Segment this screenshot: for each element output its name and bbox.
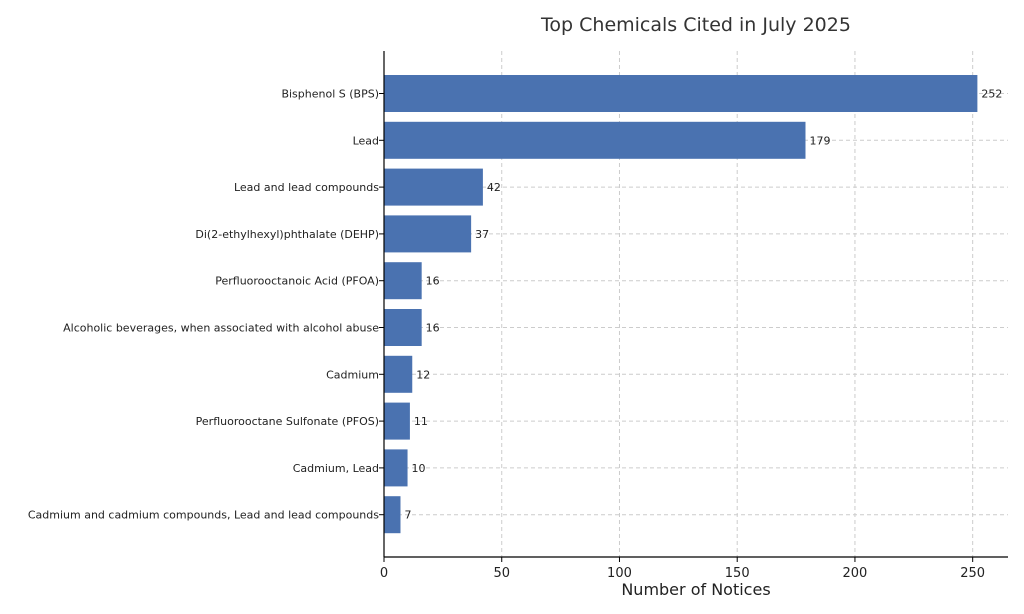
category-labels: Bisphenol S (BPS) Lead Lead and lead compo…: [28, 88, 379, 522]
x-tick-label: 150: [725, 566, 750, 581]
data-labels: 252 179 42 37 16 16 12 11 10 7: [404, 88, 1002, 522]
category-label: Perfluorooctane Sulfonate (PFOS): [196, 415, 379, 428]
category-label: Lead: [353, 134, 379, 147]
data-label: 179: [809, 134, 830, 147]
category-label: Lead and lead compounds: [234, 181, 379, 194]
data-label: 252: [981, 88, 1002, 101]
x-tick-label: 0: [380, 566, 388, 581]
bars: [384, 75, 978, 534]
x-axis-label: Number of Notices: [621, 580, 770, 599]
data-label: 37: [475, 228, 489, 241]
data-label: 16: [426, 322, 440, 335]
data-label: 12: [416, 368, 430, 381]
category-label: Alcoholic beverages, when associated wit…: [63, 322, 379, 335]
bar: [384, 215, 472, 253]
data-label: 10: [412, 462, 426, 475]
data-label: 42: [487, 181, 501, 194]
x-tick-label: 250: [960, 566, 985, 581]
bar: [384, 309, 422, 346]
data-label: 7: [404, 509, 411, 522]
category-label: Cadmium, Lead: [293, 462, 379, 475]
bar: [384, 355, 413, 393]
category-label: Perfluorooctanoic Acid (PFOA): [215, 275, 379, 288]
bar: [384, 449, 408, 487]
chart-title: Top Chemicals Cited in July 2025: [540, 14, 851, 36]
x-tick-label: 100: [607, 566, 632, 581]
data-label: 11: [414, 415, 428, 428]
category-label: Di(2-ethylhexyl)phthalate (DEHP): [195, 228, 379, 241]
x-ticks: 0 50 100 150 200 250: [379, 93, 985, 581]
category-label: Bisphenol S (BPS): [281, 88, 379, 101]
category-label: Cadmium: [326, 368, 379, 381]
x-tick-label: 50: [493, 566, 510, 581]
bar: [384, 402, 410, 440]
category-label: Cadmium and cadmium compounds, Lead and …: [28, 509, 379, 522]
data-label: 16: [426, 275, 440, 288]
bar: [384, 121, 806, 159]
bar: [384, 262, 422, 300]
x-tick-label: 200: [843, 566, 868, 581]
bar: [384, 75, 978, 112]
bar: [384, 168, 483, 206]
bar: [384, 496, 401, 534]
